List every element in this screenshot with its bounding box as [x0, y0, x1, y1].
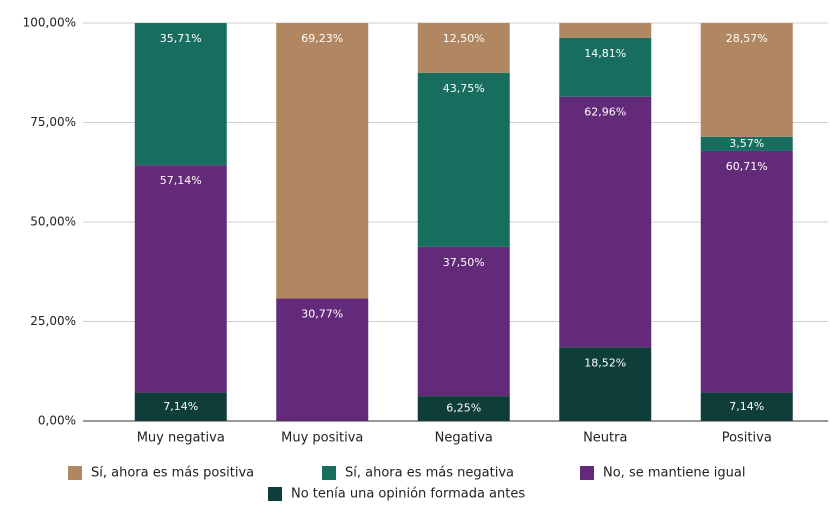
- x-tick-label: Muy positiva: [281, 431, 363, 446]
- y-tick-label: 25,00%: [30, 314, 76, 328]
- legend-swatch: [68, 466, 82, 480]
- bar-segment: [700, 392, 793, 421]
- bar-segment: [559, 347, 652, 421]
- bar-segment: [417, 72, 510, 247]
- legend-label: No tenía una opinión formada antes: [291, 487, 525, 502]
- bar-segment: [134, 392, 227, 421]
- data-label: 30,77%: [301, 308, 343, 321]
- data-label: 3,57%: [729, 137, 764, 150]
- bar-segment: [559, 23, 652, 38]
- data-label: 12,50%: [443, 32, 485, 45]
- legend-label: Sí, ahora es más negativa: [345, 466, 514, 481]
- data-label: 37,50%: [443, 256, 485, 269]
- y-tick-label: 75,00%: [30, 115, 76, 129]
- legend-label: No, se mantiene igual: [603, 466, 745, 481]
- y-tick-label: 50,00%: [30, 215, 76, 229]
- bar-segment: [700, 23, 793, 137]
- bar-segment: [559, 96, 652, 348]
- bar-segment: [417, 396, 510, 421]
- bar-segment: [134, 23, 227, 166]
- x-tick-label: Negativa: [435, 431, 493, 446]
- bar-segment: [134, 165, 227, 393]
- x-tick-label: Neutra: [583, 431, 627, 446]
- data-label: 62,96%: [584, 106, 626, 119]
- bar-segment: [559, 37, 652, 97]
- bar-segment: [700, 136, 793, 151]
- bar-segment: [276, 23, 369, 299]
- data-label: 6,25%: [446, 402, 481, 415]
- x-tick-label: Muy negativa: [137, 431, 225, 446]
- legend-swatch: [322, 466, 336, 480]
- bar-segment: [700, 150, 793, 393]
- bar-segment: [417, 23, 510, 73]
- data-label: 14,81%: [584, 47, 626, 60]
- data-label: 43,75%: [443, 82, 485, 95]
- legend-swatch: [268, 487, 282, 501]
- y-tick-label: 100,00%: [23, 16, 76, 30]
- data-label: 35,71%: [160, 32, 202, 45]
- data-label: 18,52%: [584, 356, 626, 369]
- data-label: 28,57%: [726, 32, 768, 45]
- legend-swatch: [580, 466, 594, 480]
- data-label: 60,71%: [726, 160, 768, 173]
- data-label: 69,23%: [301, 32, 343, 45]
- data-label: 57,14%: [160, 174, 202, 187]
- legend-label: Sí, ahora es más positiva: [91, 466, 254, 481]
- data-label: 7,14%: [729, 400, 764, 413]
- y-tick-label: 0,00%: [38, 414, 76, 428]
- data-label: 7,14%: [163, 400, 198, 413]
- x-tick-label: Positiva: [722, 431, 772, 446]
- bar-segment: [276, 298, 369, 421]
- bar-segment: [417, 246, 510, 397]
